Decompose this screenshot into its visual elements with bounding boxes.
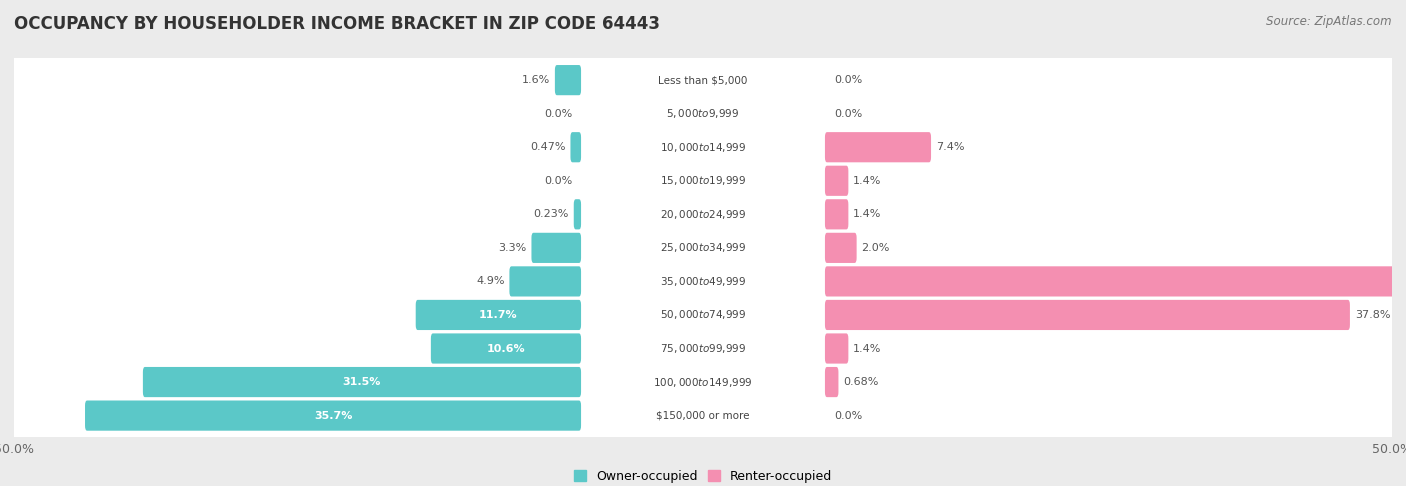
FancyBboxPatch shape	[143, 367, 581, 397]
Text: $20,000 to $24,999: $20,000 to $24,999	[659, 208, 747, 221]
FancyBboxPatch shape	[825, 166, 848, 196]
Text: 31.5%: 31.5%	[343, 377, 381, 387]
FancyBboxPatch shape	[825, 233, 856, 263]
FancyBboxPatch shape	[825, 300, 1350, 330]
FancyBboxPatch shape	[0, 391, 1406, 440]
Text: 7.4%: 7.4%	[936, 142, 965, 152]
Text: 37.8%: 37.8%	[1355, 310, 1391, 320]
Text: 3.3%: 3.3%	[498, 243, 527, 253]
FancyBboxPatch shape	[825, 367, 838, 397]
Text: 0.0%: 0.0%	[544, 109, 572, 119]
Text: 0.68%: 0.68%	[844, 377, 879, 387]
Text: $150,000 or more: $150,000 or more	[657, 411, 749, 420]
FancyBboxPatch shape	[509, 266, 581, 296]
Text: 2.0%: 2.0%	[862, 243, 890, 253]
Text: 1.6%: 1.6%	[522, 75, 550, 85]
Text: $10,000 to $14,999: $10,000 to $14,999	[659, 141, 747, 154]
Text: Less than $5,000: Less than $5,000	[658, 75, 748, 85]
FancyBboxPatch shape	[0, 291, 1406, 339]
Text: 0.23%: 0.23%	[533, 209, 569, 219]
FancyBboxPatch shape	[0, 190, 1406, 239]
Text: $35,000 to $49,999: $35,000 to $49,999	[659, 275, 747, 288]
Text: $15,000 to $19,999: $15,000 to $19,999	[659, 174, 747, 187]
FancyBboxPatch shape	[0, 257, 1406, 306]
Text: 11.7%: 11.7%	[479, 310, 517, 320]
FancyBboxPatch shape	[825, 132, 931, 162]
FancyBboxPatch shape	[84, 400, 581, 431]
Text: 4.9%: 4.9%	[477, 277, 505, 286]
Text: 0.0%: 0.0%	[834, 109, 862, 119]
Text: 0.0%: 0.0%	[834, 75, 862, 85]
Text: 0.0%: 0.0%	[544, 176, 572, 186]
Text: OCCUPANCY BY HOUSEHOLDER INCOME BRACKET IN ZIP CODE 64443: OCCUPANCY BY HOUSEHOLDER INCOME BRACKET …	[14, 15, 659, 33]
FancyBboxPatch shape	[0, 224, 1406, 272]
Text: 0.0%: 0.0%	[834, 411, 862, 420]
Text: 10.6%: 10.6%	[486, 344, 526, 353]
Text: Source: ZipAtlas.com: Source: ZipAtlas.com	[1267, 15, 1392, 28]
Text: $50,000 to $74,999: $50,000 to $74,999	[659, 309, 747, 321]
Legend: Owner-occupied, Renter-occupied: Owner-occupied, Renter-occupied	[568, 465, 838, 486]
Text: $5,000 to $9,999: $5,000 to $9,999	[666, 107, 740, 120]
FancyBboxPatch shape	[531, 233, 581, 263]
Text: $75,000 to $99,999: $75,000 to $99,999	[659, 342, 747, 355]
FancyBboxPatch shape	[825, 333, 848, 364]
FancyBboxPatch shape	[825, 266, 1406, 296]
FancyBboxPatch shape	[430, 333, 581, 364]
Text: 1.4%: 1.4%	[853, 176, 882, 186]
Text: 0.47%: 0.47%	[530, 142, 565, 152]
Text: 35.7%: 35.7%	[314, 411, 353, 420]
FancyBboxPatch shape	[574, 199, 581, 229]
FancyBboxPatch shape	[555, 65, 581, 95]
FancyBboxPatch shape	[416, 300, 581, 330]
FancyBboxPatch shape	[0, 56, 1406, 104]
FancyBboxPatch shape	[0, 324, 1406, 373]
Text: 1.4%: 1.4%	[853, 209, 882, 219]
FancyBboxPatch shape	[0, 156, 1406, 205]
Text: $25,000 to $34,999: $25,000 to $34,999	[659, 242, 747, 254]
FancyBboxPatch shape	[0, 89, 1406, 138]
FancyBboxPatch shape	[571, 132, 581, 162]
FancyBboxPatch shape	[825, 199, 848, 229]
FancyBboxPatch shape	[0, 358, 1406, 406]
Text: $100,000 to $149,999: $100,000 to $149,999	[654, 376, 752, 388]
FancyBboxPatch shape	[0, 123, 1406, 172]
Text: 1.4%: 1.4%	[853, 344, 882, 353]
